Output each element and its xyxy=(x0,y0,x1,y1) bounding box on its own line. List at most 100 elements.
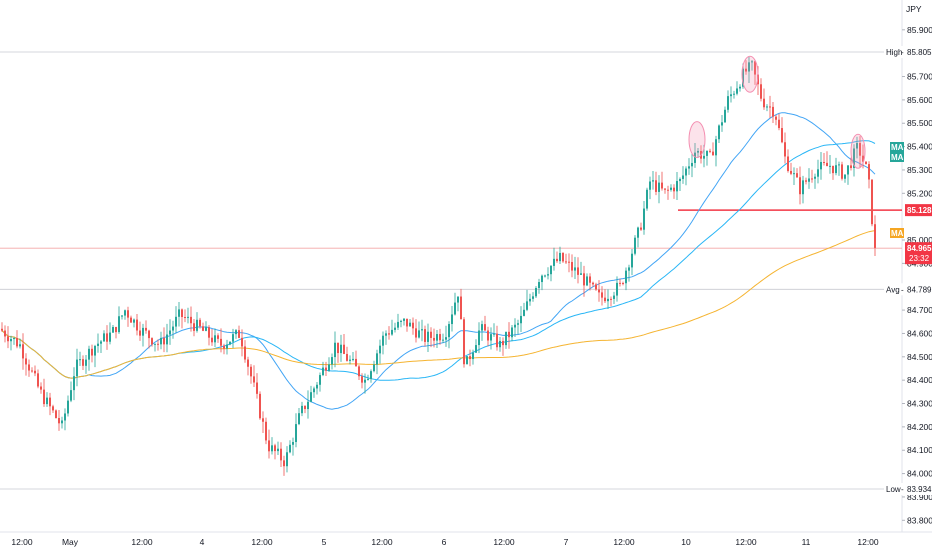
candle xyxy=(793,167,795,185)
candle-body xyxy=(226,344,228,349)
candle-body xyxy=(247,359,249,367)
candle-body xyxy=(202,326,204,331)
candle-body xyxy=(280,448,282,461)
candle xyxy=(148,329,150,349)
candle-body xyxy=(370,371,372,379)
candle-body xyxy=(7,336,9,342)
highlight-circle xyxy=(741,55,759,93)
candle xyxy=(613,291,615,304)
candle xyxy=(232,328,234,349)
candle xyxy=(835,157,837,176)
candle-body xyxy=(337,342,339,354)
candle-body xyxy=(649,181,651,190)
candle-body xyxy=(328,364,330,371)
candle xyxy=(667,185,669,200)
price-axis[interactable]: JPY 85.900 85.700 85.600 85.500 85.400 85.300… xyxy=(902,4,932,525)
candle-body xyxy=(349,359,351,361)
time-axis[interactable]: 12:00 May 12:00 4 12:00 5 12:00 6 12:00 7 12:00 10 1… xyxy=(11,537,879,547)
candle xyxy=(559,246,561,265)
candle-body xyxy=(571,262,573,271)
candle-body xyxy=(250,366,252,377)
x-tick-label: 12:00 xyxy=(251,537,273,547)
candle-body xyxy=(238,330,240,338)
candle xyxy=(628,264,630,282)
candle-body xyxy=(805,180,807,182)
candle xyxy=(163,327,165,353)
candle-body xyxy=(451,314,453,325)
candle xyxy=(364,373,366,394)
candle xyxy=(592,281,594,287)
candle xyxy=(121,314,123,320)
candle-body xyxy=(592,282,594,285)
candle-body xyxy=(481,324,483,331)
candle xyxy=(394,322,396,333)
candle-body xyxy=(694,152,696,163)
candle-body xyxy=(106,333,108,342)
badge-countdown: 23:32 xyxy=(909,254,930,263)
candle xyxy=(502,337,504,356)
candle-body xyxy=(175,316,177,327)
candle xyxy=(127,306,129,327)
candle-body xyxy=(781,128,783,143)
candle xyxy=(91,344,93,363)
candle xyxy=(142,323,144,347)
highlight-circles xyxy=(688,55,866,169)
candle-body xyxy=(796,173,798,178)
candle xyxy=(625,267,627,291)
candle xyxy=(829,155,831,174)
candle xyxy=(58,410,60,431)
candle xyxy=(220,328,222,353)
candle-body xyxy=(784,142,786,157)
candle xyxy=(436,330,438,349)
candle xyxy=(754,60,756,85)
candle xyxy=(832,165,834,180)
candle-body xyxy=(826,162,828,167)
candle-body xyxy=(136,319,138,331)
candle-body xyxy=(283,460,285,467)
candle xyxy=(844,174,846,183)
candle-body xyxy=(139,330,141,336)
candle xyxy=(517,319,519,335)
candle-body xyxy=(412,322,414,329)
candle xyxy=(520,306,522,332)
candle xyxy=(271,437,273,455)
badge-bg xyxy=(905,204,932,217)
candle xyxy=(298,408,300,426)
candle-body xyxy=(22,344,24,359)
candle xyxy=(295,413,297,448)
candle-body xyxy=(634,237,636,254)
candle-body xyxy=(856,143,858,149)
candle-body xyxy=(343,344,345,354)
candle xyxy=(655,171,657,196)
candle xyxy=(55,409,57,419)
candle-body xyxy=(439,334,441,341)
candle-body xyxy=(601,292,603,298)
candle-body xyxy=(478,330,480,346)
y-tick-label: 85.900 xyxy=(907,25,932,35)
candle xyxy=(184,309,186,323)
candle xyxy=(13,337,15,345)
candle xyxy=(250,364,252,384)
candle-body xyxy=(154,343,156,345)
candle xyxy=(562,252,564,263)
candle xyxy=(862,144,864,169)
candle-body xyxy=(43,389,45,405)
candle xyxy=(850,157,852,171)
candle xyxy=(508,322,510,349)
candle xyxy=(727,90,729,113)
candle-body xyxy=(565,261,567,263)
candle-body xyxy=(217,335,219,339)
candle-body xyxy=(661,182,663,189)
candle xyxy=(43,378,45,407)
candle xyxy=(538,278,540,294)
candle-body xyxy=(682,175,684,179)
label-dash: - xyxy=(901,485,904,494)
candle xyxy=(532,292,534,302)
candle xyxy=(457,296,459,312)
candle xyxy=(823,153,825,166)
candle-body xyxy=(409,322,411,327)
candle xyxy=(664,188,666,194)
candle xyxy=(181,308,183,329)
candle xyxy=(736,81,738,96)
